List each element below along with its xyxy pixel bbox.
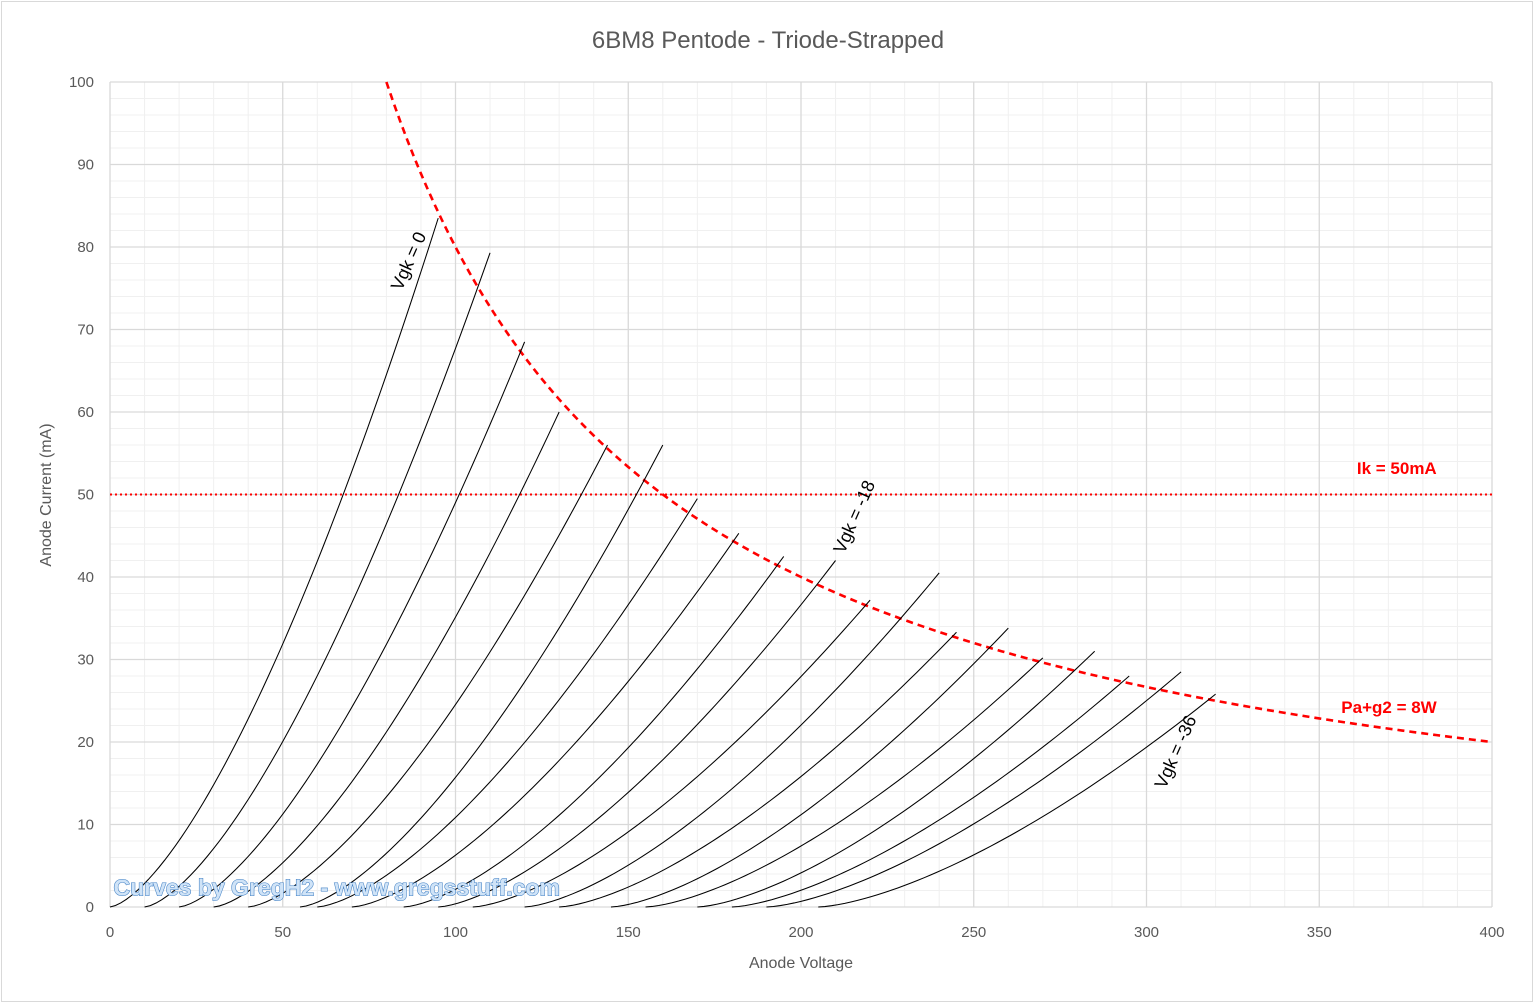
y-tick-label: 10 — [77, 817, 94, 834]
plate-curve — [645, 657, 1044, 908]
y-tick-label: 0 — [86, 899, 94, 916]
plate-curve — [731, 675, 1130, 908]
chart-title: 6BM8 Pentode - Triode-Strapped — [592, 27, 944, 54]
plate-curve — [559, 631, 957, 908]
plate-curve — [524, 572, 940, 908]
plate-curve — [178, 341, 526, 908]
plate-curve — [403, 556, 785, 908]
x-tick-label: 200 — [788, 924, 813, 941]
plate-curve — [317, 498, 698, 908]
plate-curve — [109, 217, 439, 908]
curve-label: Vgk = 0 — [387, 229, 430, 293]
x-axis-ticks: 0 50 100 150 200 250 300 350 400 — [106, 924, 1505, 941]
y-tick-label: 20 — [77, 734, 94, 751]
y-tick-label: 30 — [77, 652, 94, 669]
power-limit-label: Pa+g2 = 8W — [1341, 698, 1437, 717]
plate-curve — [213, 411, 560, 908]
x-tick-label: 350 — [1307, 924, 1332, 941]
ik-limit-label: Ik = 50mA — [1357, 459, 1437, 478]
plate-curve — [697, 650, 1096, 908]
plate-curve — [472, 599, 871, 908]
watermark-text: Curves by GregH2 - www.gregsstuff.com — [113, 874, 559, 900]
plate-curves — [109, 217, 1216, 908]
x-tick-label: 400 — [1479, 924, 1504, 941]
y-tick-label: 90 — [77, 157, 94, 174]
x-tick-label: 50 — [274, 924, 291, 941]
plate-curve — [299, 444, 664, 908]
x-tick-label: 100 — [443, 924, 468, 941]
annotations: Curves by GregH2 - www.gregsstuff.com — [113, 874, 561, 901]
x-tick-label: 0 — [106, 924, 114, 941]
y-tick-label: 70 — [77, 322, 94, 339]
limit-lines: Pa+g2 = 8W Ik = 50mA — [110, 81, 1493, 744]
plate-curve — [351, 532, 740, 908]
curve-label: Vgk = -36 — [1151, 712, 1201, 791]
plate-curve — [248, 444, 608, 908]
plate-curve — [610, 627, 1009, 908]
x-tick-label: 300 — [1134, 924, 1159, 941]
power-limit-curve — [385, 81, 1493, 744]
x-tick-label: 250 — [961, 924, 986, 941]
y-tick-label: 40 — [77, 569, 94, 586]
y-tick-label: 50 — [77, 487, 94, 504]
y-axis-ticks: 0 10 20 30 40 50 60 70 80 90 100 — [69, 74, 94, 916]
y-axis-title: Anode Current (mA) — [38, 423, 55, 566]
plate-curve — [766, 671, 1182, 908]
plate-curve — [818, 693, 1216, 908]
y-tick-label: 60 — [77, 404, 94, 421]
plate-curve — [438, 560, 836, 908]
plate-curve — [144, 252, 491, 908]
x-tick-label: 150 — [616, 924, 641, 941]
x-axis-title: Anode Voltage — [749, 955, 853, 972]
y-tick-label: 80 — [77, 239, 94, 256]
y-tick-label: 100 — [69, 74, 94, 91]
